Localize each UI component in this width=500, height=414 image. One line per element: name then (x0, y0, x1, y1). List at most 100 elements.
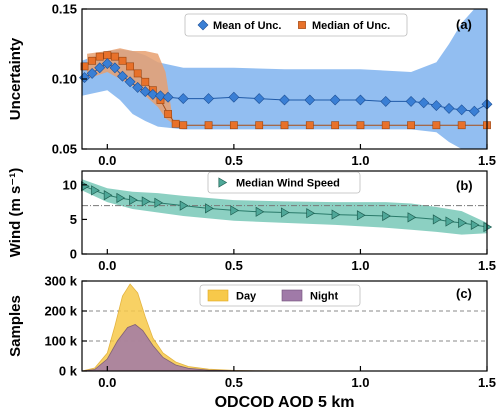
mean-point (456, 104, 468, 116)
panel-a-ticks: 0.0 0.5 1.0 1.5 0.05 0.10 0.15 (52, 2, 496, 169)
legend-label: Night (310, 291, 338, 303)
median-point (111, 52, 119, 61)
legend-box (184, 13, 408, 37)
x-tick-label: 0.0 (98, 258, 116, 273)
y-tick-label: 10 (63, 177, 77, 192)
y-tick-label: 0.15 (52, 2, 77, 17)
x-tick-label: 1.5 (478, 153, 496, 168)
median-point (171, 119, 180, 128)
mean-point (101, 58, 113, 70)
median-point (407, 121, 415, 130)
wind-point (356, 210, 366, 221)
wind-point (470, 219, 480, 231)
x-tick-label: 0.5 (225, 375, 243, 390)
panel-b-ylabel: Wind (m s⁻¹) (7, 168, 24, 257)
median-point (103, 51, 112, 60)
wind-point (255, 206, 265, 217)
y-tick-label: 5 (70, 212, 77, 227)
median-point (88, 56, 97, 65)
mean-point (228, 91, 240, 103)
mean-point (117, 70, 128, 82)
median-point (95, 52, 104, 61)
median-point (179, 121, 188, 130)
median-point (229, 121, 238, 130)
mean-band (82, 9, 487, 149)
x-tick-label: 0.5 (225, 153, 243, 168)
panel-a-label: (a) (456, 17, 472, 32)
panel-c-ylabel: Samples (7, 295, 24, 357)
median-point (432, 121, 441, 130)
wind-point (129, 194, 138, 206)
mean-point (203, 93, 214, 105)
mean-point (109, 62, 121, 74)
panel-a-legend: Mean of Unc. Median of Unc. (184, 13, 408, 37)
median-point (126, 62, 134, 71)
mean-point (355, 94, 366, 106)
mean-point (177, 93, 189, 105)
wind-markers (81, 181, 493, 233)
mean-point (124, 76, 136, 88)
median-point (457, 121, 466, 130)
wind-point (281, 207, 290, 218)
mean-point (405, 95, 417, 107)
panel-b-frame (81, 170, 488, 255)
median-point (204, 121, 213, 130)
wind-point (445, 216, 455, 227)
median-point (80, 62, 89, 71)
wind-point (141, 196, 151, 207)
x-tick-label: 1.0 (351, 153, 369, 168)
legend-box (199, 284, 361, 307)
median-point (141, 77, 150, 86)
wind-point (91, 185, 100, 196)
mean-point (162, 91, 174, 103)
y-tick-label: 0.05 (52, 142, 77, 157)
wind-point (205, 203, 214, 214)
panel-b: 0.0 0.5 1.0 1.5 0 5 10 Median Wind Speed (b) W… (7, 168, 496, 273)
mean-point (380, 95, 392, 107)
y-tick-label: 0 (70, 247, 77, 262)
legend-day-swatch (207, 289, 229, 302)
x-tick-label: 1.0 (351, 258, 369, 273)
wind-point (382, 210, 391, 222)
wind-point (306, 208, 316, 219)
mean-point (147, 88, 159, 100)
wind-point (230, 205, 240, 216)
panel-a: 0.0 0.5 1.0 1.5 0.05 0.10 0.15 Mean of Unc. Med… (7, 2, 496, 169)
wind-point (179, 200, 189, 211)
wind-point (154, 197, 164, 208)
mean-point (468, 105, 480, 117)
median-point (118, 56, 127, 65)
wind-point (458, 217, 467, 228)
median-point (356, 121, 365, 130)
panel-c-legend: Day Night (199, 284, 361, 307)
wind-band-area (82, 179, 487, 235)
mean-point (418, 97, 430, 109)
mean-line (84, 63, 488, 112)
median-point (381, 121, 390, 130)
mean-point (279, 94, 290, 106)
area-night (81, 324, 487, 372)
legend-wind-marker (218, 177, 228, 188)
wind-point (116, 192, 126, 204)
y-tick-label: 0.10 (52, 72, 77, 87)
median-point (133, 69, 142, 78)
legend-label: Median Wind Speed (236, 178, 340, 190)
wind-point (432, 214, 442, 225)
panel-b-ticks: 0.0 0.5 1.0 1.5 0 5 10 (63, 177, 497, 273)
median-point (280, 121, 289, 130)
uncertainty-markers (79, 51, 493, 130)
x-tick-label: 1.0 (351, 375, 369, 390)
mean-point (86, 67, 98, 79)
panel-c-ticks: 0.0 0.5 1.0 1.5 0 k 100 k 200 k 300 k (44, 274, 496, 391)
median-point (164, 110, 172, 118)
wind-point (331, 209, 341, 220)
panel-c-frame (81, 280, 488, 372)
wind-line (84, 185, 488, 228)
mean-point (253, 93, 265, 105)
mean-point (132, 81, 144, 93)
legend-mean-marker (197, 19, 209, 31)
x-tick-label: 0.0 (98, 375, 116, 390)
legend-label: Day (236, 291, 257, 303)
